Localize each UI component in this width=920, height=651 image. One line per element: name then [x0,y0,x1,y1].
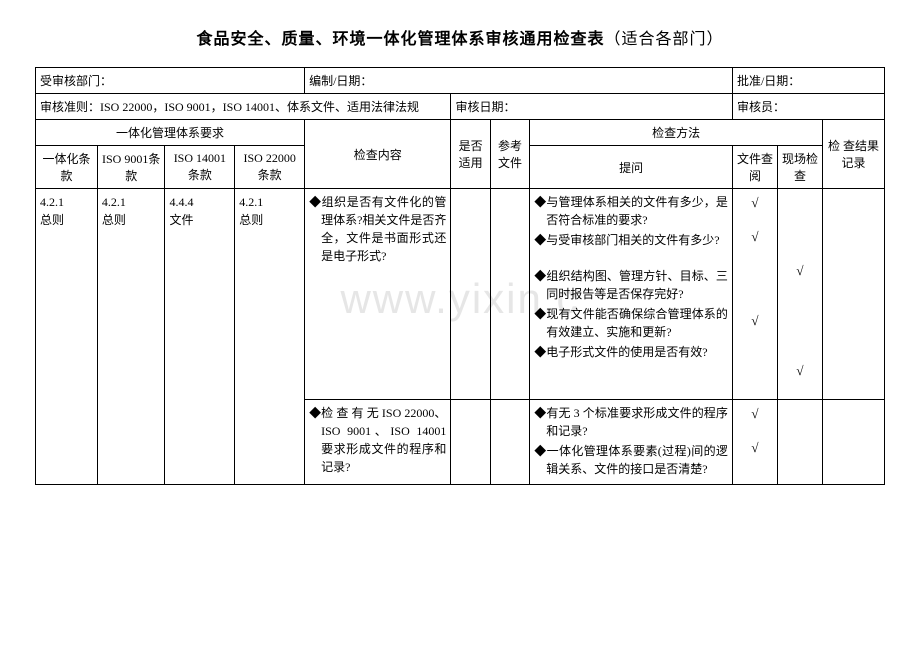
header-row-1: 受审核部门： 编制/日期： 批准/日期： [36,68,885,94]
title-main: 食品安全、质量、环境一体化管理体系审核通用检查表 [196,31,604,48]
cell-apply-2 [451,400,490,485]
th-9001: ISO 9001条款 [97,146,165,189]
q1-4: 现有文件能否确保综合管理体系的有效建立、实施和更新? [534,305,728,341]
th-ask: 提问 [530,146,733,189]
cell-integ: 4.2.1 总则 [36,189,98,485]
tick: √ [782,361,818,395]
q2-1: 有无 3 个标准要求形成文件的程序和记录? [534,404,728,440]
cell-14001: 4.4.4 文件 [165,189,235,485]
cell-apply-1 [451,189,490,400]
cell-ask-2: 有无 3 个标准要求形成文件的程序和记录? 一体化管理体系要素(过程)间的逻辑关… [530,400,733,485]
auditor-label: 审核员： [732,94,884,120]
tick [737,361,773,395]
cell-ref-1 [490,189,529,400]
th-22000: ISO 22000条款 [235,146,305,189]
cell-content-2: 检 查 有 无 ISO 22000、ISO 9001、ISO 14001 要求形… [305,400,451,485]
th-group-req: 一体化管理体系要求 [36,120,305,146]
tick [782,311,818,361]
q2-2: 一体化管理体系要素(过程)间的逻辑关系、文件的接口是否清楚? [534,442,728,478]
approve-label: 批准/日期： [732,68,884,94]
th-content: 检查内容 [305,120,451,189]
q1-2: 与受审核部门相关的文件有多少? [534,231,728,265]
cell-site-2 [777,400,822,485]
th-site: 现场检查 [777,146,822,189]
cell-doc-2: √ √ [732,400,777,485]
cell-9001: 4.2.1 总则 [97,189,165,485]
audit-date-label: 审核日期： [451,94,733,120]
q1-3: 组织结构图、管理方针、目标、三同时报告等是否保存完好? [534,267,728,303]
th-result: 检 查结果记录 [823,120,885,189]
title-sub: （适合各部门） [605,31,724,48]
dept-label: 受审核部门： [36,68,305,94]
cell-ref-2 [490,400,529,485]
th-apply: 是否适用 [451,120,490,189]
tick: √ [737,311,773,361]
tick: √ [782,261,818,311]
cell-result-2 [823,400,885,485]
content-text-1: 组织是否有文件化的管理体系?相关文件是否齐全，文件是书面形式还是电子形式? [309,193,446,265]
th-integ: 一体化条款 [36,146,98,189]
prep-label: 编制/日期： [305,68,733,94]
cell-result-1 [823,189,885,400]
tick: √ [737,227,773,261]
th-group-method: 检查方法 [530,120,823,146]
th-ref: 参考文件 [490,120,529,189]
tick [782,227,818,261]
cell-site-1: √ √ [777,189,822,400]
cell-22000: 4.2.1 总则 [235,189,305,485]
tick: √ [737,404,773,438]
tick [782,404,818,438]
tick [782,438,818,472]
cell-ask-1: 与管理体系相关的文件有多少，是否符合标准的要求? 与受审核部门相关的文件有多少?… [530,189,733,400]
cell-content-1: 组织是否有文件化的管理体系?相关文件是否齐全，文件是书面形式还是电子形式? [305,189,451,400]
content-text-2: 检 查 有 无 ISO 22000、ISO 9001、ISO 14001 要求形… [309,404,446,476]
tick: √ [737,438,773,472]
tick: √ [737,193,773,227]
body-row-1: 4.2.1 总则 4.2.1 总则 4.4.4 文件 4.2.1 总则 组织是否… [36,189,885,400]
q1-5: 电子形式文件的使用是否有效? [534,343,728,377]
cell-doc-1: √ √ √ [732,189,777,400]
header-row-2: 审核准则：ISO 22000，ISO 9001，ISO 14001、体系文件、适… [36,94,885,120]
thead-row-1: 一体化管理体系要求 检查内容 是否适用 参考文件 检查方法 检 查结果记录 [36,120,885,146]
th-doc: 文件查阅 [732,146,777,189]
th-14001: ISO 14001条款 [165,146,235,189]
checklist-table: 受审核部门： 编制/日期： 批准/日期： 审核准则：ISO 22000，ISO … [35,67,885,485]
page-title: 食品安全、质量、环境一体化管理体系审核通用检查表（适合各部门） [35,25,885,49]
tick [782,193,818,227]
criteria-label: 审核准则：ISO 22000，ISO 9001，ISO 14001、体系文件、适… [36,94,451,120]
q1-1: 与管理体系相关的文件有多少，是否符合标准的要求? [534,193,728,229]
tick [737,261,773,311]
